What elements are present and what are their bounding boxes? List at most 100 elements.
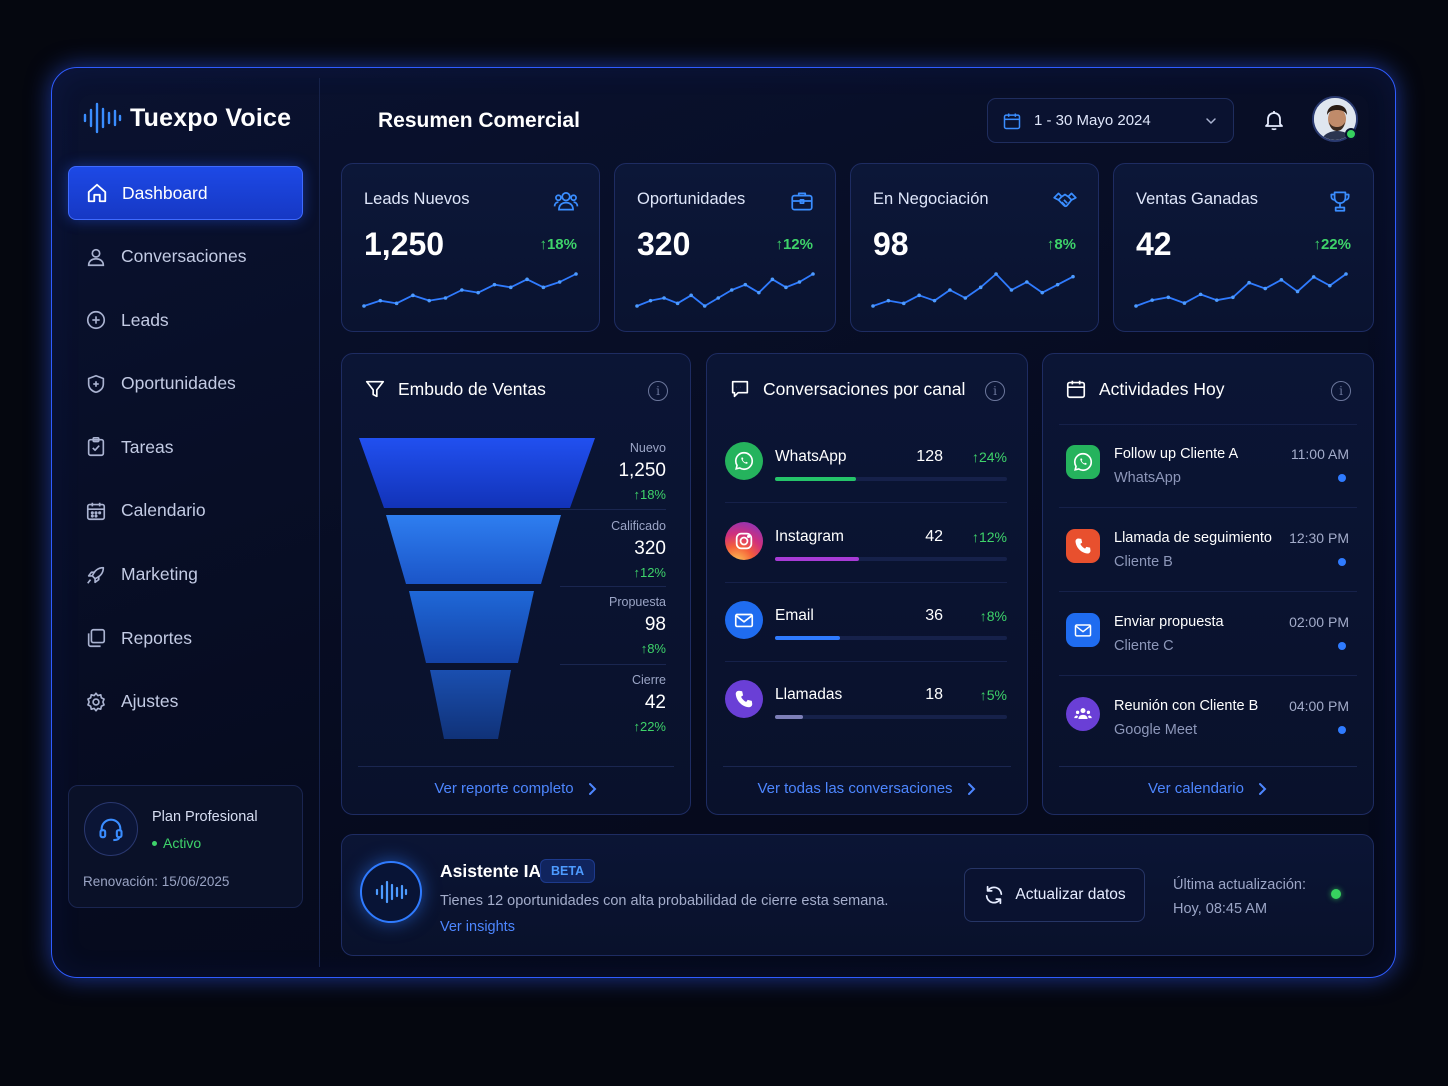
info-icon[interactable]: i — [985, 381, 1005, 401]
funnel-stage-cierre[interactable] — [430, 670, 511, 739]
activity-item[interactable]: Follow up Cliente A WhatsApp 11:00 AM — [1063, 437, 1349, 507]
phone-icon — [1066, 529, 1100, 563]
kpi-sparkline — [1134, 272, 1348, 308]
channel-row-whatsapp[interactable]: WhatsApp 128 ↑24% — [725, 438, 1007, 508]
view-report-link[interactable]: Ver reporte completo — [342, 780, 690, 797]
chevron-down-icon — [1206, 117, 1216, 124]
kpi-card-oportunidades[interactable]: Oportunidades 320 ↑12% — [614, 163, 836, 332]
view-conversations-link[interactable]: Ver todas las conversaciones — [707, 780, 1027, 797]
funnel-chart — [359, 438, 595, 739]
date-range-picker[interactable]: 1 - 30 Mayo 2024 — [987, 98, 1234, 143]
sparkline-point — [1279, 278, 1284, 282]
divider — [1059, 507, 1357, 508]
unread-dot — [1338, 642, 1346, 650]
sidebar-item-label: Calendario — [121, 500, 206, 521]
sparkline-point — [557, 280, 562, 284]
activity-title: Enviar propuesta — [1114, 614, 1224, 630]
sparkline-point — [1247, 280, 1251, 285]
activity-item[interactable]: Reunión con Cliente B Google Meet 04:00 … — [1063, 689, 1349, 759]
sparkline-point — [1134, 304, 1138, 308]
funnel-stage-propuesta[interactable] — [409, 591, 534, 663]
refresh-label: Actualizar datos — [1015, 886, 1126, 903]
funnel-stage-label-calificado: Calificado 320 ↑12% — [611, 519, 666, 580]
sparkline-point — [1182, 301, 1187, 305]
activity-subtitle: Cliente B — [1114, 554, 1173, 570]
stage-value: 42 — [644, 692, 666, 713]
sidebar-item-conversaciones[interactable]: Conversaciones — [68, 230, 303, 284]
sparkline-point — [716, 296, 721, 300]
assistant-description: Tienes 12 oportunidades con alta probabi… — [440, 893, 889, 909]
sidebar-item-leads[interactable]: Leads — [68, 293, 303, 347]
sparkline-point — [994, 272, 998, 276]
sidebar-item-tareas[interactable]: Tareas — [68, 420, 303, 474]
handshake-icon — [1053, 192, 1077, 208]
gear-icon — [85, 691, 107, 713]
bell-icon — [1265, 111, 1283, 131]
funnel-stage-nuevo[interactable] — [359, 438, 595, 508]
kpi-card-ventas[interactable]: Ventas Ganadas 42 ↑22% — [1113, 163, 1374, 332]
divider — [1059, 591, 1357, 592]
sparkline-point — [1344, 272, 1348, 276]
channel-row-instagram[interactable]: Instagram 42 ↑12% — [725, 518, 1007, 588]
notifications-button[interactable] — [1253, 99, 1295, 141]
kpi-card-negociacion[interactable]: En Negociación 98 ↑8% — [850, 163, 1099, 332]
chevron-right-icon — [1258, 782, 1267, 795]
app-window: Tuexpo Voice Dashboard Conversaciones Le… — [51, 67, 1396, 978]
activity-time: 02:00 PM — [1289, 614, 1349, 630]
kpi-card-leads[interactable]: Leads Nuevos 1,250 ↑18% — [341, 163, 600, 332]
kpi-title: Oportunidades — [637, 190, 746, 208]
group-icon — [1066, 697, 1100, 731]
sidebar-item-oportunidades[interactable]: Oportunidades — [68, 357, 303, 411]
divider — [1059, 766, 1357, 767]
refresh-icon — [986, 885, 1003, 905]
funnel-stage-label-propuesta: Propuesta 98 ↑8% — [609, 595, 666, 656]
stage-change: ↑8% — [640, 641, 666, 656]
view-insights-link[interactable]: Ver insights — [440, 919, 515, 935]
sparkline-point — [508, 285, 513, 290]
sidebar-item-dashboard[interactable]: Dashboard — [68, 166, 303, 220]
sparkline-point — [770, 277, 775, 282]
phone-icon — [725, 680, 763, 718]
sparkline-path — [872, 273, 1074, 307]
plan-card[interactable]: Plan Profesional Activo Renovación: 15/0… — [68, 785, 303, 908]
sparkline-point — [1040, 290, 1045, 295]
panel-title: Embudo de Ventas — [398, 378, 546, 399]
sidebar-item-marketing[interactable]: Marketing — [68, 548, 303, 602]
sidebar-item-reportes[interactable]: Reportes — [68, 611, 303, 665]
sidebar-item-label: Leads — [121, 309, 169, 330]
kpi-sparkline — [635, 272, 815, 308]
stage-value: 1,250 — [618, 460, 666, 481]
info-icon[interactable]: i — [1331, 381, 1351, 401]
activity-subtitle: Cliente C — [1114, 638, 1174, 654]
kpi-value: 98 — [873, 226, 909, 262]
sparkline-point — [525, 277, 529, 282]
info-icon[interactable]: i — [648, 381, 668, 401]
whatsapp-icon — [1066, 445, 1100, 479]
kpi-change: ↑22% — [1313, 236, 1351, 253]
assistant-title: Asistente IA — [440, 861, 542, 881]
channel-change: ↑5% — [979, 687, 1007, 703]
plan-name: Plan Profesional — [152, 809, 258, 825]
sparkline-point — [797, 280, 802, 284]
headset-icon — [84, 802, 138, 856]
funnel-stage-calificado[interactable] — [386, 515, 561, 584]
activity-item[interactable]: Enviar propuesta Cliente C 02:00 PM — [1063, 605, 1349, 675]
channel-row-email[interactable]: Email 36 ↑8% — [725, 597, 1007, 667]
sparkline-point — [963, 296, 968, 300]
user-icon — [85, 246, 107, 268]
sparkline-point — [811, 272, 815, 276]
sidebar-item-label: Dashboard — [122, 182, 208, 203]
sidebar-item-ajustes[interactable]: Ajustes — [68, 675, 303, 729]
brand-logo[interactable]: Tuexpo Voice — [82, 98, 291, 138]
link-label: Ver calendario — [1148, 780, 1244, 797]
refresh-data-button[interactable]: Actualizar datos — [964, 868, 1145, 922]
sparkline-point — [1328, 283, 1332, 288]
sparkline-point — [1214, 298, 1219, 302]
kpi-title: Ventas Ganadas — [1136, 190, 1259, 208]
sidebar-item-calendario[interactable]: Calendario — [68, 484, 303, 538]
activity-item[interactable]: Llamada de seguimiento Cliente B 12:30 P… — [1063, 521, 1349, 591]
last-updated-time: Hoy, 08:45 AM — [1173, 901, 1268, 917]
sparkline-point — [917, 293, 921, 298]
channel-row-llamadas[interactable]: Llamadas 18 ↑5% — [725, 676, 1007, 746]
view-calendar-link[interactable]: Ver calendario — [1043, 780, 1373, 797]
